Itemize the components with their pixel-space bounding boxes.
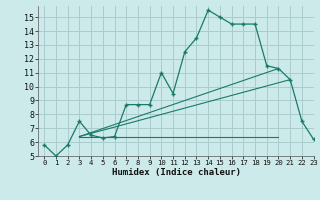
X-axis label: Humidex (Indice chaleur): Humidex (Indice chaleur) xyxy=(111,168,241,177)
